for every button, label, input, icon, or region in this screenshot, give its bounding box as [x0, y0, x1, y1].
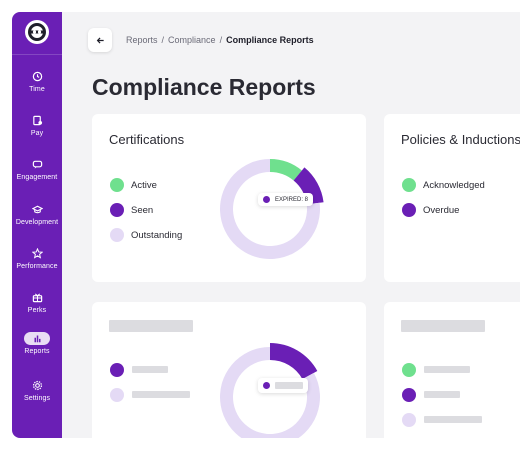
gift-icon: [30, 290, 44, 304]
sidebar-item-pay[interactable]: Pay: [12, 113, 62, 153]
legend-label: Outstanding: [131, 229, 183, 241]
breadcrumb-item-current: Compliance Reports: [226, 35, 314, 45]
sidebar-item-label: Perks: [27, 307, 47, 314]
legend-dot-overdue: [402, 203, 416, 217]
legend-item-seen: Seen: [110, 203, 153, 217]
chart-tooltip: EXPIRED: 8: [258, 193, 314, 206]
skeleton-slice-highlight[interactable]: [270, 343, 318, 380]
skeleton-legend-label: [132, 391, 190, 398]
breadcrumb-separator: /: [161, 35, 165, 45]
sidebar-item-label: Development: [15, 219, 59, 226]
main-content: Reports / Compliance / Compliance Reports Co…: [62, 12, 520, 438]
legend-label: Active: [131, 179, 157, 191]
sidebar: Time Pay Engagement Development Performa…: [12, 12, 62, 438]
donut-slice-active[interactable]: [270, 159, 302, 181]
tooltip-text: EXPIRED: 8: [275, 196, 309, 203]
legend-item-acknowledged: Acknowledged: [402, 178, 485, 192]
tooltip-dot: [263, 382, 270, 389]
gear-icon: [30, 378, 44, 392]
sidebar-item-label: Engagement: [16, 174, 58, 181]
page-title: Compliance Reports: [92, 74, 316, 100]
certifications-card: Certifications Active Seen Outstanding E…: [92, 114, 366, 282]
skeleton-tooltip-text: [275, 382, 303, 389]
loading-card: [92, 302, 366, 438]
graduation-cap-icon: [30, 202, 44, 216]
arrow-left-icon: [96, 37, 104, 43]
card-title: Policies & Inductions: [401, 132, 520, 147]
breadcrumb-separator: /: [219, 35, 223, 45]
skeleton-legend-label: [132, 366, 168, 373]
sidebar-item-label: Performance: [16, 263, 58, 270]
star-icon: [30, 246, 44, 260]
sidebar-item-reports[interactable]: Reports: [12, 332, 62, 372]
legend-item-overdue: Overdue: [402, 203, 459, 217]
skeleton-legend-dot: [402, 388, 416, 402]
skeleton-legend-dot: [402, 363, 416, 377]
skeleton-legend-dot: [110, 388, 124, 402]
breadcrumb: Reports / Compliance / Compliance Reports: [126, 35, 314, 45]
legend-item-active: Active: [110, 178, 157, 192]
sidebar-item-settings[interactable]: Settings: [12, 378, 62, 418]
skeleton-legend-dot: [110, 363, 124, 377]
sidebar-item-label: Reports: [24, 348, 50, 355]
card-title: Certifications: [109, 132, 185, 147]
skeleton-tooltip: [258, 378, 308, 393]
payslip-icon: [30, 113, 44, 127]
skeleton-title: [401, 320, 485, 332]
policies-inductions-card: Policies & Inductions Acknowledged Overd…: [384, 114, 520, 282]
legend-label: Seen: [131, 204, 154, 216]
bar-chart-icon: [24, 332, 50, 345]
breadcrumb-item-compliance[interactable]: Compliance: [168, 35, 216, 45]
breadcrumb-item-reports[interactable]: Reports: [126, 35, 158, 45]
skeleton-title: [109, 320, 193, 332]
skeleton-legend-label: [424, 416, 482, 423]
legend-dot-acknowledged: [402, 178, 416, 192]
legend-dot-outstanding: [110, 228, 124, 242]
chat-icon: [30, 157, 44, 171]
sidebar-item-performance[interactable]: Performance: [12, 246, 62, 286]
sidebar-item-time[interactable]: Time: [12, 69, 62, 109]
tooltip-dot: [263, 196, 270, 203]
skeleton-legend-label: [424, 366, 470, 373]
sidebar-item-label: Settings: [23, 395, 51, 402]
sidebar-divider: [12, 54, 62, 55]
sidebar-item-label: Time: [29, 86, 45, 93]
legend-dot-active: [110, 178, 124, 192]
legend-label: Overdue: [423, 204, 460, 216]
legend-label: Acknowledged: [423, 179, 485, 191]
clock-icon: [30, 69, 44, 83]
sidebar-item-development[interactable]: Development: [12, 202, 62, 242]
legend-item-outstanding: Outstanding: [110, 228, 182, 242]
donut-slice-seen[interactable]: [293, 167, 324, 205]
skeleton-legend-dot: [402, 413, 416, 427]
back-button[interactable]: [88, 28, 112, 52]
sidebar-item-label: Pay: [30, 130, 44, 137]
certifications-donut-chart: [220, 159, 324, 259]
brand-logo-icon[interactable]: [25, 20, 49, 44]
sidebar-item-perks[interactable]: Perks: [12, 290, 62, 330]
skeleton-legend-label: [424, 391, 460, 398]
skeleton-donut-chart: [220, 343, 320, 438]
sidebar-item-engagement[interactable]: Engagement: [12, 157, 62, 197]
legend-dot-seen: [110, 203, 124, 217]
loading-card: [384, 302, 520, 438]
